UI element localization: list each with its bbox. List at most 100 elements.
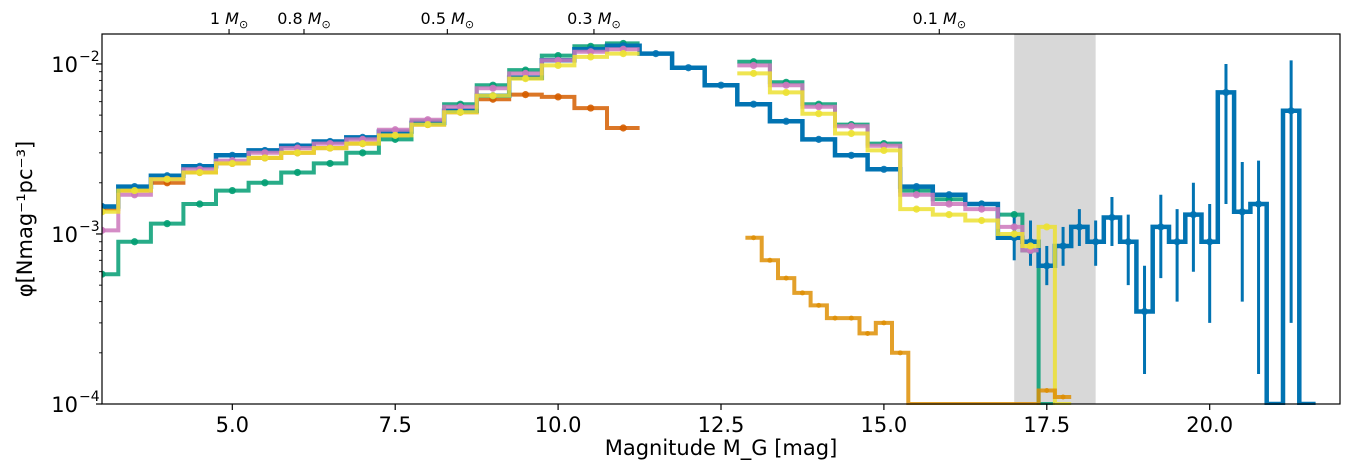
- series-blue-point: [1206, 238, 1214, 246]
- series-orange-point: [751, 235, 757, 241]
- series-green-point: [261, 179, 269, 187]
- series-blue-point: [1222, 88, 1230, 97]
- series-green-point: [293, 168, 302, 177]
- x-tick-label: 15.0: [861, 413, 908, 437]
- series-green-point: [102, 270, 106, 278]
- series-green-point: [1010, 210, 1018, 219]
- series-blue-point: [912, 182, 921, 191]
- series-blue-point: [228, 151, 236, 159]
- series-yellow-point: [847, 129, 855, 138]
- series-orange-point: [816, 302, 822, 308]
- top-tick-label: 0.3 M⊙: [567, 9, 621, 31]
- series-yellow-point: [945, 210, 953, 219]
- series-pink-point: [782, 81, 790, 89]
- series-orange-point: [783, 275, 789, 281]
- series-layer: [102, 39, 1316, 405]
- series-pink-point: [847, 122, 855, 130]
- series-blue-point: [1189, 210, 1197, 219]
- series-orange-point: [832, 315, 838, 321]
- top-tick-unit-subscript: ⊙: [239, 18, 248, 31]
- series-yellow-point: [196, 168, 204, 177]
- top-tick-unit: M: [598, 9, 612, 28]
- series-yellow-point: [489, 92, 497, 100]
- series-yellow-point: [163, 175, 171, 183]
- series-pink-point: [456, 103, 464, 111]
- series-blue-point: [782, 117, 790, 125]
- series-yellow-point: [130, 186, 139, 195]
- series-blue-point: [945, 191, 953, 199]
- series-pink-point: [912, 191, 921, 199]
- series-blue-point: [1043, 262, 1051, 270]
- series-blue-point: [749, 100, 758, 108]
- series-yellow-point: [1043, 223, 1051, 231]
- top-tick-unit: M: [225, 9, 239, 28]
- series-yellow-point: [228, 159, 236, 168]
- series-yellow-point: [1010, 230, 1018, 238]
- series-yellow-point: [521, 74, 530, 83]
- series-pink-point: [978, 205, 986, 213]
- series-yellow-point: [326, 144, 334, 152]
- series-orange-point: [897, 350, 903, 356]
- top-tick-unit-subscript: ⊙: [957, 18, 966, 31]
- x-tick-label: 20.0: [1186, 413, 1233, 437]
- series-blue-point: [1254, 200, 1263, 208]
- series-yellow-point: [912, 205, 921, 213]
- series-yellow-point: [391, 131, 399, 139]
- x-tick-label: 10.0: [535, 413, 582, 437]
- top-tick-unit-subscript: ⊙: [612, 18, 621, 31]
- series-yellow-point: [619, 50, 627, 58]
- plot-frame: [101, 33, 1341, 405]
- series-orange-point: [848, 315, 854, 321]
- series-yellow-point: [261, 154, 269, 162]
- series-blue-point: [1075, 223, 1083, 231]
- series-vermillion-point: [554, 93, 562, 101]
- y-tick-label: 10: [51, 393, 78, 417]
- y-tick-label: 10: [51, 53, 78, 77]
- series-blue-point: [1092, 238, 1100, 246]
- y-axis-label: φ[Nmag⁻¹pc⁻³]: [13, 141, 37, 298]
- top-tick-label: 1 M⊙: [210, 9, 248, 31]
- series-orange-point: [865, 330, 871, 336]
- series-blue-point: [1108, 213, 1116, 222]
- series-pink-point: [1010, 223, 1018, 231]
- series-pink-point: [554, 56, 562, 64]
- top-tick-unit-subscript: ⊙: [322, 18, 331, 31]
- y-tick-exponent: −2: [79, 49, 100, 65]
- series-yellow-point: [359, 140, 367, 148]
- series-yellow-point: [554, 61, 562, 70]
- series-yellow-point: [1026, 242, 1035, 250]
- x-axis-label: Magnitude M_G [mag]: [605, 436, 838, 461]
- series-orange-point: [767, 257, 773, 263]
- series-pink-point: [815, 103, 823, 111]
- series-blue-point: [1238, 208, 1246, 216]
- top-tick-unit-subscript: ⊙: [465, 18, 474, 31]
- series-pink-point: [521, 69, 530, 77]
- series-blue-line: [102, 43, 1316, 405]
- series-blue-point: [847, 151, 855, 159]
- series-orange-point: [799, 290, 805, 296]
- series-blue-point: [684, 64, 693, 72]
- series-blue-point: [1140, 307, 1149, 316]
- x-tick-label: 7.5: [379, 413, 412, 437]
- series-green-point: [326, 159, 334, 168]
- top-mass-axis: 1 M⊙ 0.8 M⊙ 0.5 M⊙ 0.3 M⊙ 0.1 M⊙: [210, 9, 966, 34]
- x-tick-label: 17.5: [1023, 413, 1070, 437]
- x-tick-label: 5.0: [216, 413, 249, 437]
- series-green: [102, 39, 1055, 405]
- series-blue-point: [1059, 242, 1067, 250]
- series-orange-point: [881, 320, 887, 326]
- series-blue-point: [1173, 238, 1181, 246]
- series-orange-point: [1044, 388, 1050, 394]
- series-blue-point: [815, 135, 823, 143]
- series-yellow-point: [456, 108, 464, 116]
- series-green-point: [228, 186, 236, 195]
- series-blue-point: [652, 50, 660, 58]
- series-pink-point: [945, 200, 953, 208]
- series-green-point: [130, 238, 139, 246]
- series-pink-point: [391, 126, 399, 134]
- series-blue: [102, 42, 1316, 405]
- series-yellow-point: [749, 69, 758, 77]
- series-yellow-point: [782, 88, 790, 97]
